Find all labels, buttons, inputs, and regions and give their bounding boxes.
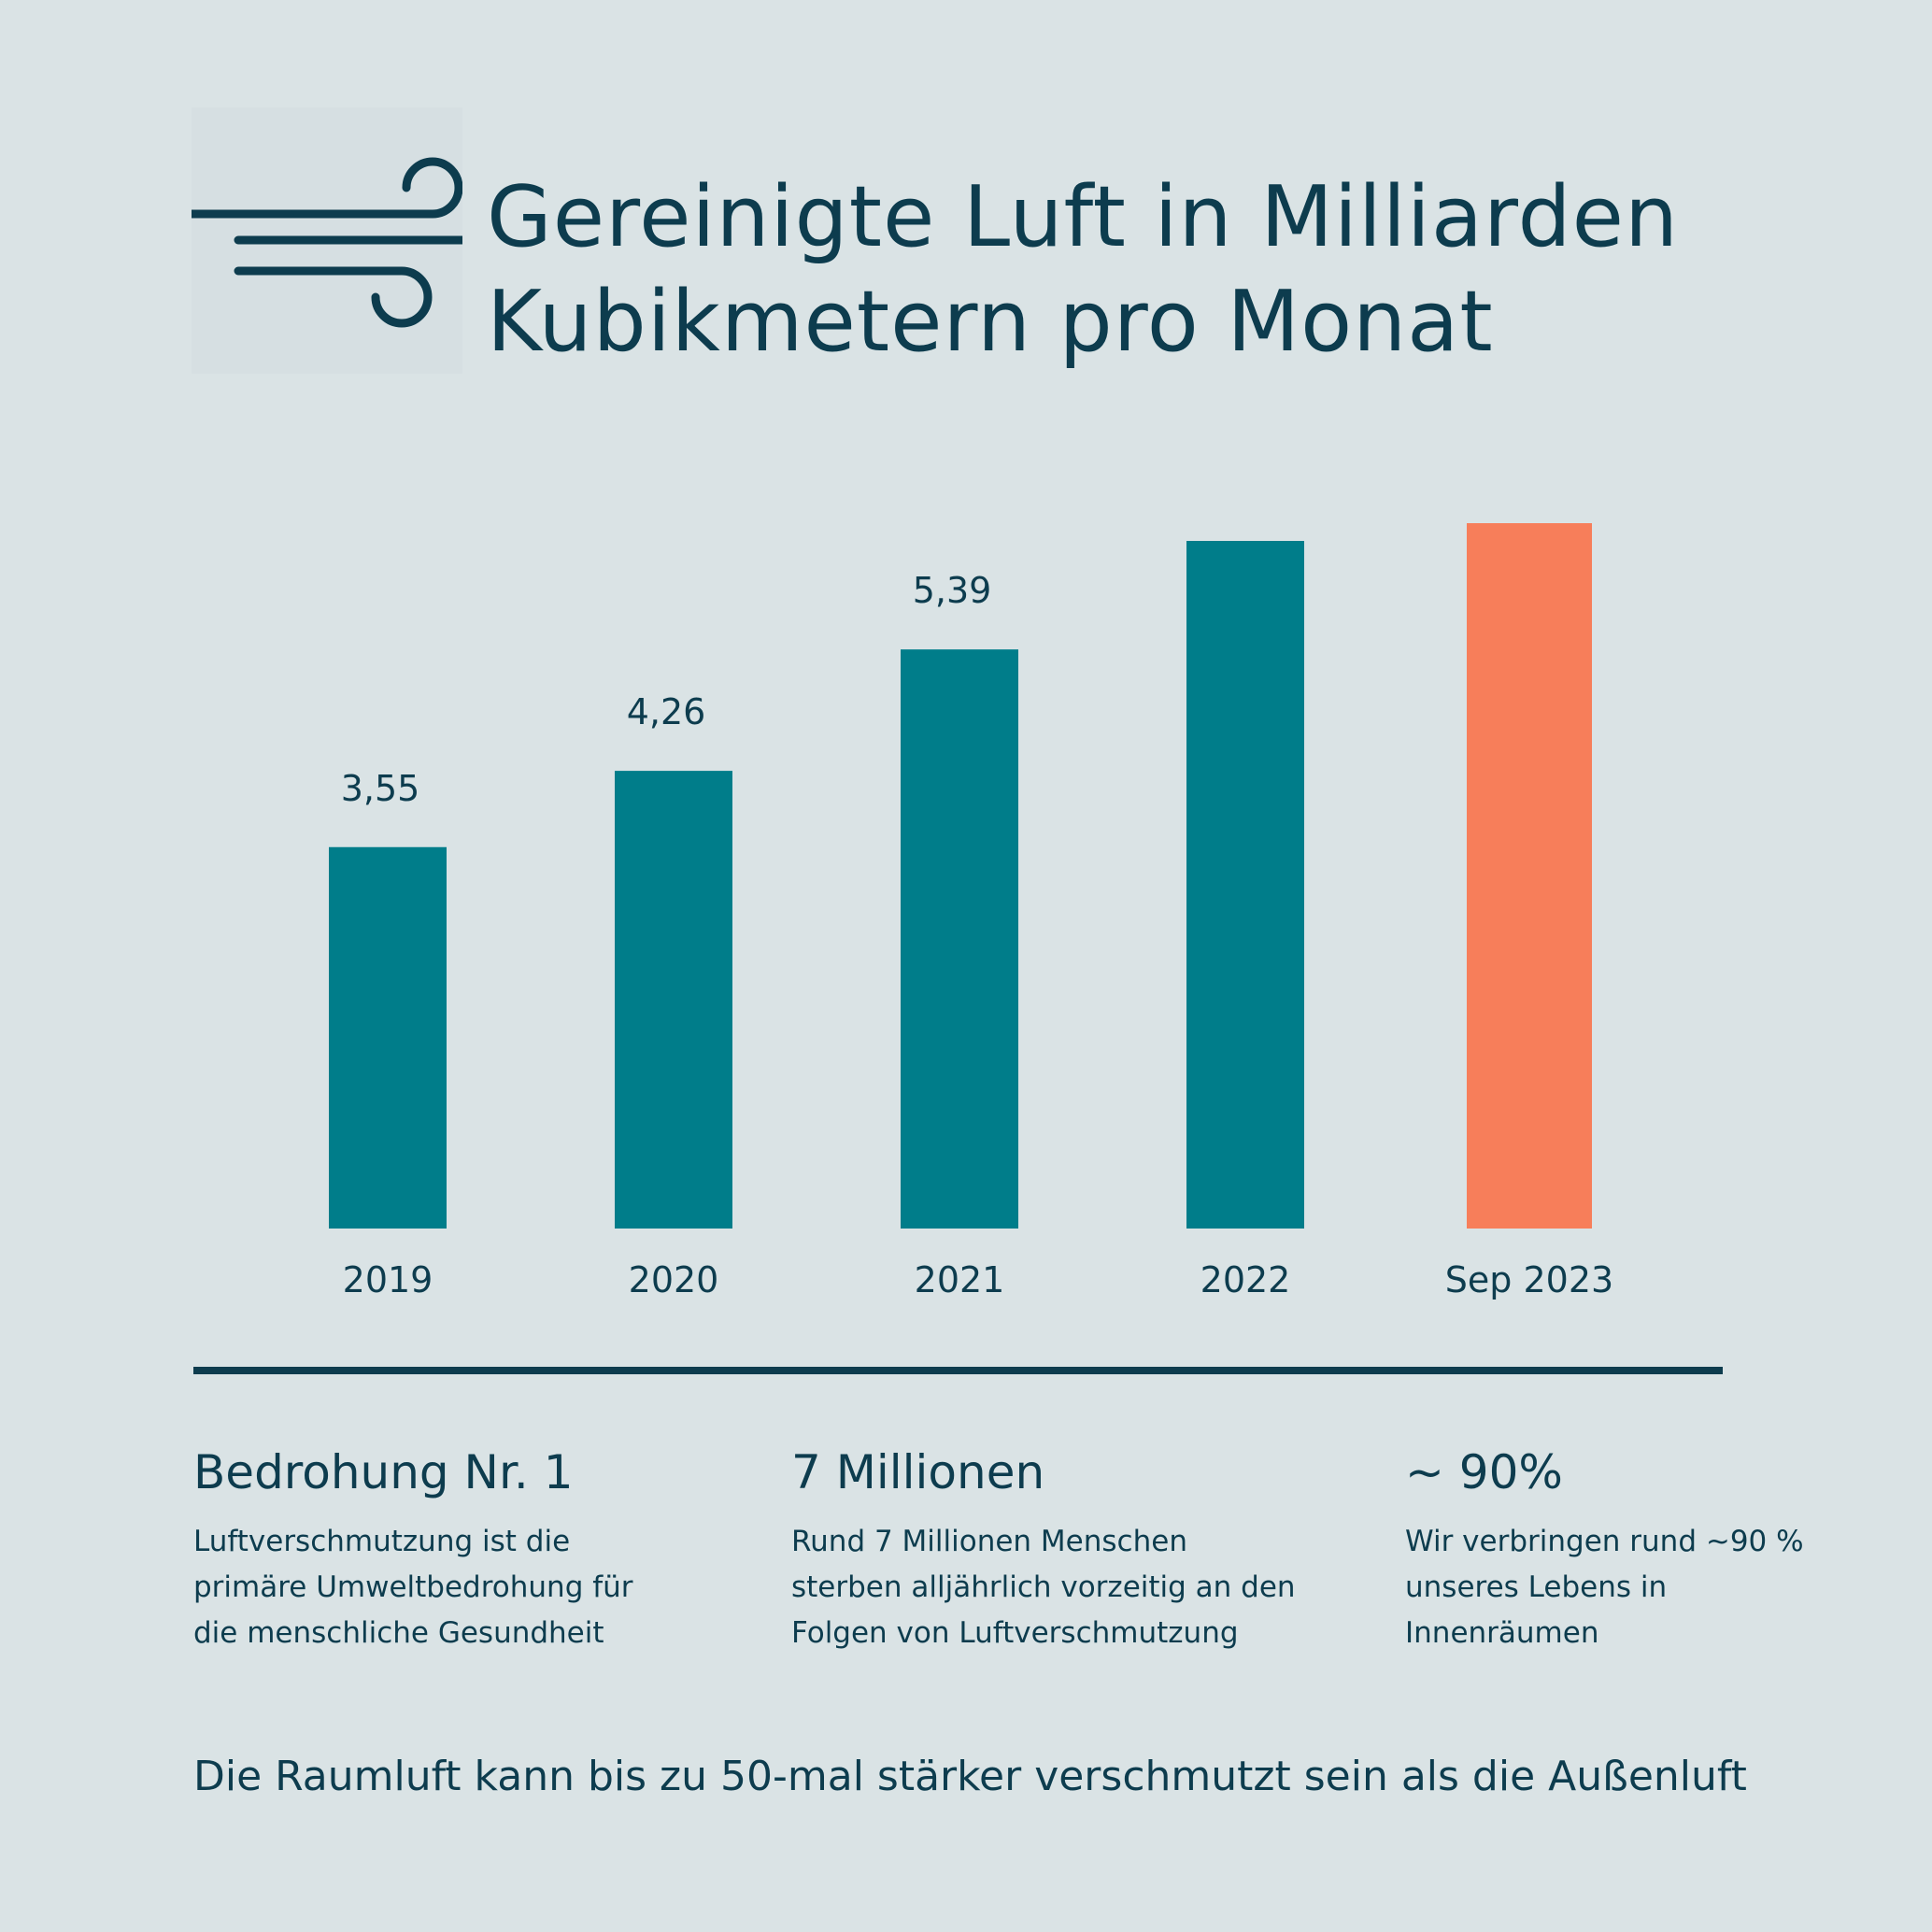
category-label: 2020: [629, 1259, 719, 1300]
fact-deaths: 7 Millionen Rund 7 Millionen Menschen st…: [791, 1439, 1296, 1656]
fact-line: Rund 7 Millionen Menschen: [791, 1525, 1187, 1558]
bar-2022: [1186, 541, 1304, 1229]
fact-title: 7 Millionen: [791, 1445, 1045, 1499]
header: Gereinigte Luft in Milliarden Kubikmeter…: [192, 107, 1780, 378]
category-label: 2022: [1200, 1259, 1291, 1300]
fact-title: ~ 90%: [1405, 1445, 1563, 1499]
fact-line: Folgen von Luftverschmutzung: [791, 1616, 1239, 1650]
fact-line: Innenräumen: [1405, 1616, 1599, 1650]
wind-icon: [192, 107, 462, 374]
bar-chart: 3,5520194,2620205,3920216,4020226,96Sep …: [329, 523, 1613, 1300]
fact-indoor: ~ 90% Wir verbringen rund ~90 % unseres …: [1405, 1439, 1804, 1656]
bar-2019: [329, 846, 447, 1229]
category-label: 2021: [915, 1259, 1005, 1300]
fact-line: unseres Lebens in: [1405, 1570, 1668, 1604]
value-label: 4,26: [627, 691, 706, 732]
title-line-2: Kubikmetern pro Monat: [487, 273, 1494, 371]
footer-note: Die Raumluft kann bis zu 50-mal stärker …: [193, 1753, 1747, 1800]
fact-line: Luftverschmutzung ist die: [193, 1525, 571, 1558]
fact-text: Rund 7 Millionen Menschen sterben alljäh…: [791, 1519, 1296, 1656]
fact-title: Bedrohung Nr. 1: [193, 1445, 574, 1499]
value-label: 5,39: [913, 570, 992, 611]
title-line-1: Gereinigte Luft in Milliarden: [487, 168, 1679, 266]
category-label: Sep 2023: [1445, 1259, 1613, 1300]
fact-line: primäre Umweltbedrohung für: [193, 1570, 633, 1604]
bar-2021: [901, 649, 1018, 1229]
bar-sep-2023: [1467, 523, 1592, 1229]
category-label: 2019: [343, 1259, 433, 1300]
fact-text: Luftverschmutzung ist die primäre Umwelt…: [193, 1519, 633, 1656]
divider: [193, 1367, 1723, 1374]
value-label: 3,55: [341, 768, 420, 809]
fact-line: Wir verbringen rund ~90 %: [1405, 1525, 1804, 1558]
page-title: Gereinigte Luft in Milliarden Kubikmeter…: [487, 165, 1679, 375]
fact-threat: Bedrohung Nr. 1 Luftverschmutzung ist di…: [193, 1439, 633, 1656]
bar-2020: [615, 771, 732, 1229]
fact-line: sterben alljährlich vorzeitig an den: [791, 1570, 1296, 1604]
fact-text: Wir verbringen rund ~90 % unseres Lebens…: [1405, 1519, 1804, 1656]
fact-line: die menschliche Gesundheit: [193, 1616, 604, 1650]
